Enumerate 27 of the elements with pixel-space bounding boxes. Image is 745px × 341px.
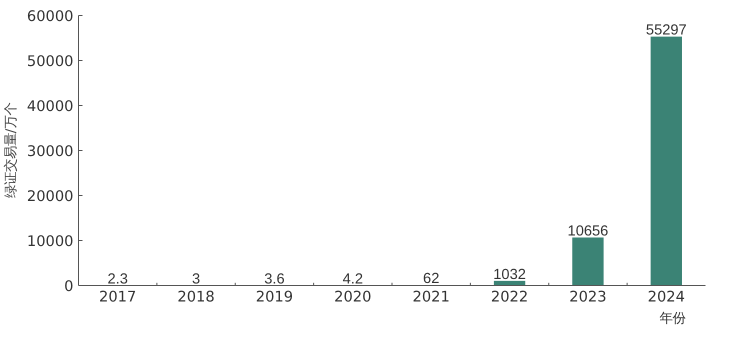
x-tick-label: 2017 [99,288,136,306]
x-axis-title: 年份 [660,312,686,326]
x-tick-label: 2023 [569,288,607,306]
data-label: 2.3 [108,271,128,288]
bar [650,36,682,286]
y-tick-label: 60000 [26,8,74,25]
data-label: 55297 [646,22,687,39]
x-tick-label: 2018 [177,288,215,306]
y-tick-label: 40000 [26,98,74,115]
y-tick-label: 10000 [26,233,74,250]
y-tick-label: 30000 [26,143,74,160]
y-tick-label: 50000 [26,53,74,70]
x-tick-label: 2024 [648,288,685,306]
bar [572,238,604,286]
x-tick-label: 2021 [412,288,450,306]
x-tick-label: 2022 [490,288,528,306]
data-label: 3.6 [264,271,285,288]
data-label: 62 [423,271,440,288]
x-tick-label: 2019 [256,288,294,306]
data-label: 4.2 [342,271,363,288]
y-tick-label: 20000 [26,188,74,205]
y-tick-label: 0 [64,278,74,295]
data-label: 1032 [493,266,526,283]
y-axis-title: 绿证交易量/万个 [2,102,19,198]
data-label: 10656 [568,224,608,240]
data-label: 3 [192,271,200,288]
x-tick-label: 2020 [334,288,372,306]
